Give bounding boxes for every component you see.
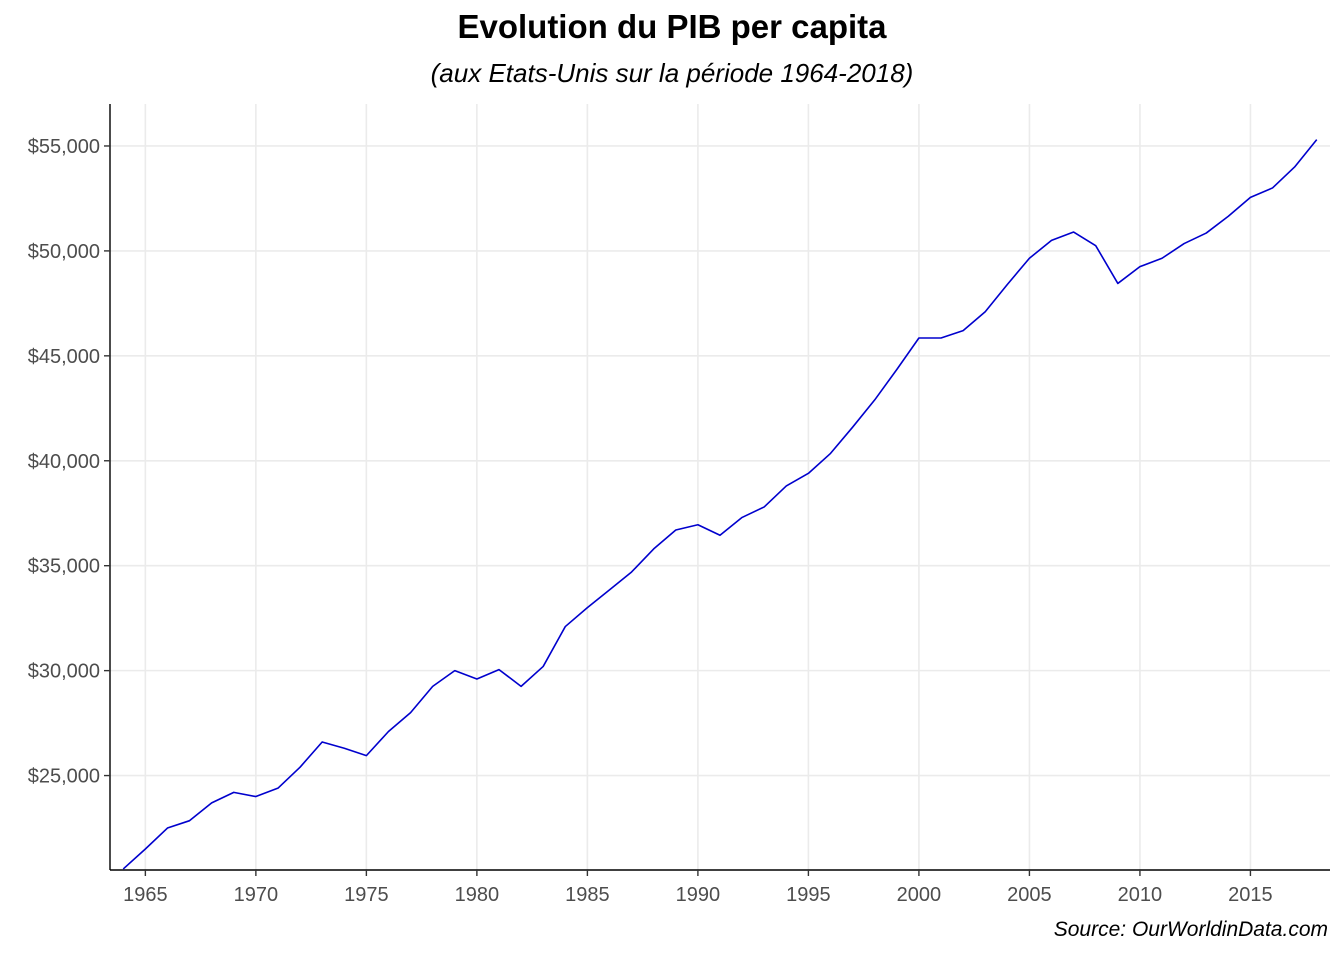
y-tick-label: $25,000 [28, 766, 100, 788]
y-tick-label: $40,000 [28, 451, 100, 473]
x-tick-label: 1970 [234, 884, 279, 906]
x-tick-label: 1990 [676, 884, 721, 906]
x-tick-label: 2015 [1228, 884, 1273, 906]
y-tick-label: $45,000 [28, 346, 100, 368]
x-tick-label: 2000 [897, 884, 942, 906]
y-tick-label: $50,000 [28, 241, 100, 263]
chart-subtitle: (aux Etats-Unis sur la période 1964-2018… [430, 58, 914, 88]
x-tick-label: 2010 [1118, 884, 1163, 906]
y-tick-label: $30,000 [28, 661, 100, 683]
x-tick-label: 1980 [455, 884, 500, 906]
x-tick-label: 2005 [1007, 884, 1052, 906]
x-tick-label: 1975 [344, 884, 389, 906]
chart-title: Evolution du PIB per capita [457, 8, 887, 45]
x-tick-label: 1965 [123, 884, 168, 906]
x-tick-label: 1995 [786, 884, 831, 906]
y-tick-label: $55,000 [28, 136, 100, 158]
y-tick-label: $35,000 [28, 556, 100, 578]
source-caption: Source: OurWorldinData.com [1053, 918, 1328, 941]
gdp-series-line [122, 139, 1318, 870]
x-tick-label: 1985 [565, 884, 610, 906]
